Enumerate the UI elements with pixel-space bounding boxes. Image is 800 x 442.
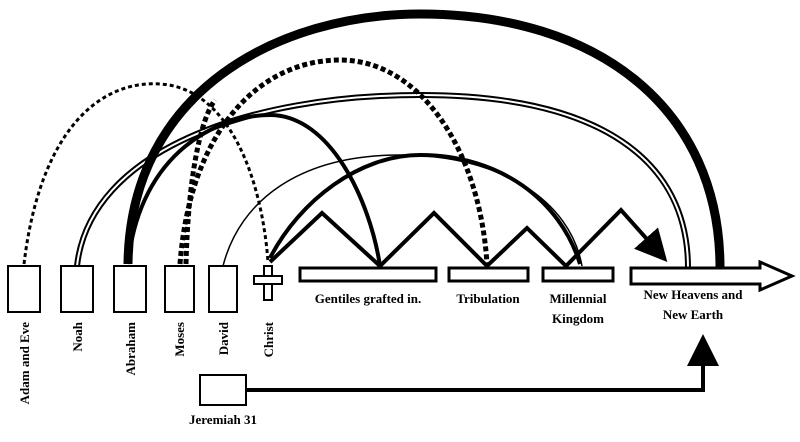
- period-label: New Heavens and: [644, 287, 744, 302]
- arc-christ: [268, 152, 582, 265]
- period-arrow: [629, 259, 796, 293]
- zigzag: [268, 207, 668, 269]
- covenant-label: Jeremiah 31: [189, 412, 257, 427]
- period-bar: [541, 266, 615, 283]
- node-box: [208, 265, 238, 313]
- period-label: Kingdom: [552, 311, 604, 326]
- covenant-arrow: [246, 334, 719, 392]
- node-label: Christ: [261, 321, 276, 357]
- arc-abraham-gentiles: [126, 112, 382, 267]
- arc-moses: [177, 57, 490, 265]
- node-label: Noah: [70, 321, 85, 351]
- arc-abraham-main: [123, 9, 725, 269]
- period-label: Millennial: [549, 291, 606, 306]
- node-box: [7, 265, 41, 313]
- covenant-box: [199, 374, 247, 406]
- period-label: New Earth: [663, 307, 724, 322]
- node-box: [164, 265, 195, 313]
- node-label: David: [216, 321, 231, 355]
- cross: [253, 275, 283, 285]
- node-box: [113, 265, 147, 313]
- arc-moses-small: [183, 98, 218, 265]
- nodes: Adam and Eve Noah Abraham Moses David Ch…: [7, 265, 283, 427]
- period-label: Gentiles grafted in.: [315, 291, 422, 306]
- period-bar: [298, 266, 438, 283]
- period-bar: [447, 266, 530, 283]
- period-label: Tribulation: [456, 291, 520, 306]
- arc-adam: [22, 82, 270, 265]
- arc-noah-inner: [76, 93, 689, 269]
- node-label: Abraham: [123, 322, 138, 376]
- node-box: [60, 265, 94, 313]
- node-label: Adam and Eve: [17, 322, 32, 405]
- node-label: Moses: [172, 322, 187, 357]
- arcs: [22, 9, 725, 392]
- periods: Gentiles grafted in. Tribulation Millenn…: [298, 259, 796, 326]
